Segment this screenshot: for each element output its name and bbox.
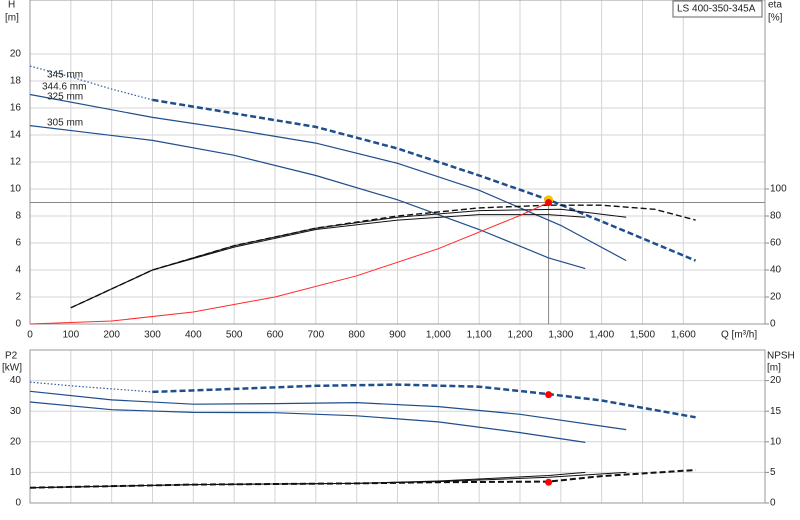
curve-label: 305 mm [47,118,83,129]
y2-tick-label: 0 [770,319,776,330]
x-tick-label: 0 [27,330,33,341]
x-tick-label: 1,600 [671,330,696,341]
y-tick-label: 0 [15,498,21,509]
x-tick-label: 700 [307,330,324,341]
curve [29,401,586,443]
y-tick-label: 18 [10,76,22,87]
curve [70,204,696,309]
x-tick-label: 300 [144,330,161,341]
x-tick-label: 1,200 [507,330,532,341]
curve [29,471,586,489]
y-axis-label: P2 [5,351,18,362]
y2-tick-label: 80 [770,211,782,222]
curve-label: 345 mm [47,70,83,81]
y-axis-label: H [8,0,15,11]
curve [152,383,696,419]
y-tick-label: 14 [10,130,22,141]
x-tick-label: 100 [62,330,79,341]
x-tick-label: 1,100 [467,330,492,341]
y-tick-label: 20 [10,436,22,447]
title-box [672,0,763,18]
curve [29,381,153,393]
y2-tick-label: 15 [770,406,782,417]
y-axis-unit: [kW] [2,363,22,374]
curve [70,214,586,309]
y-tick-label: 4 [15,265,21,276]
curve [29,125,586,270]
y-tick-label: 10 [10,184,22,195]
x-tick-label: 800 [348,330,365,341]
x-tick-label: 1,000 [426,330,451,341]
y-tick-label: 30 [10,406,22,417]
y2-axis-unit: [m] [767,363,781,374]
operating-point [545,199,553,206]
y-tick-label: 16 [10,103,22,114]
y-tick-label: 10 [10,467,22,478]
curve [29,65,153,101]
y2-tick-label: 100 [770,184,787,195]
curve [29,471,627,489]
operating-point [545,391,553,399]
y2-tick-label: 20 [770,292,782,303]
curve-label: 344.6 mm [42,82,86,93]
y-tick-label: 20 [10,49,22,60]
x-tick-label: 400 [185,330,202,341]
curve [29,93,627,262]
y2-axis-label: NPSH [767,351,795,362]
y-tick-label: 12 [10,157,22,168]
y-axis-unit: [m] [5,13,19,24]
curve [70,208,627,309]
x-tick-label: 1,400 [589,330,614,341]
x-tick-label: 1,500 [630,330,655,341]
x-tick-label: 900 [389,330,406,341]
curve [152,98,697,262]
operating-point [545,478,553,486]
y2-axis-unit: [%] [768,13,783,24]
plot-frame [29,349,766,504]
curve [29,202,549,325]
y2-tick-label: 20 [770,375,782,386]
curve-label: 325 mm [47,92,83,103]
y2-tick-label: 40 [770,265,782,276]
x-tick-label: 500 [226,330,243,341]
y2-tick-label: 0 [770,498,776,509]
x-axis-label: Q [m³/h] [721,330,757,341]
y2-axis-label: eta [768,0,782,11]
x-tick-label: 200 [103,330,120,341]
y-tick-label: 2 [15,292,21,303]
y2-tick-label: 60 [770,238,782,249]
plot-frame [29,0,766,325]
x-tick-label: 1,300 [548,330,573,341]
y2-tick-label: 5 [770,467,776,478]
curve [29,390,627,431]
y-tick-label: 8 [15,211,21,222]
x-tick-label: 600 [267,330,284,341]
chart-title: LS 400-350-345A [677,4,756,15]
y-tick-label: 40 [10,375,22,386]
y-tick-label: 0 [15,319,21,330]
y2-tick-label: 10 [770,436,782,447]
y-tick-label: 6 [15,238,21,249]
